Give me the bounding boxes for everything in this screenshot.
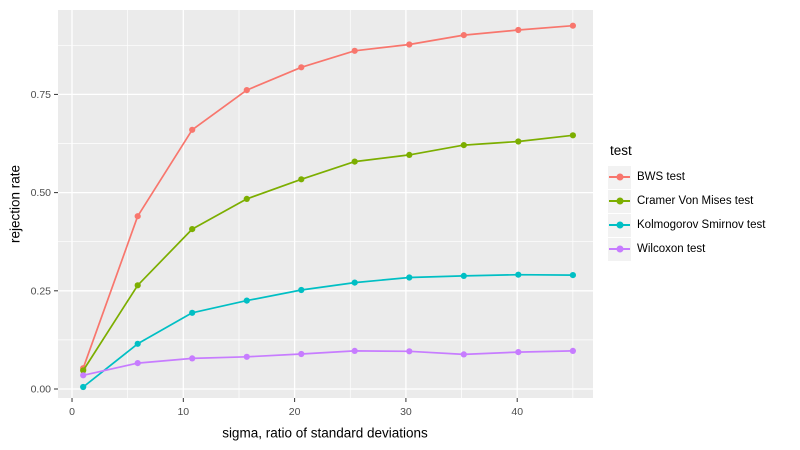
x-tick-label: 0 [69,406,75,418]
legend-key-swatch [608,237,631,261]
series-point-kolmogorov-smirnov-test [134,340,141,347]
legend: test BWS test Cramer Von Mises test Kolmog… [608,143,765,261]
series-point-bws-test [406,41,413,48]
series-point-cramer-von-mises-test [460,142,467,149]
series-point-cramer-von-mises-test [406,151,413,158]
series-point-kolmogorov-smirnov-test [80,383,87,391]
series-point-wilcoxon-test [351,347,358,354]
legend-item: Kolmogorov Smirnov test [608,213,765,237]
series-point-cramer-von-mises-test [134,282,141,289]
series-point-bws-test [134,213,141,220]
legend-item-label: BWS test [637,171,685,183]
series-point-cramer-von-mises-test [351,158,358,165]
series-line-kolmogorov-smirnov-test [82,273,574,388]
legend-item-label: Kolmogorov Smirnov test [637,219,766,231]
panel-background [58,10,593,398]
series-point-bws-test [189,126,196,133]
series-point-cramer-von-mises-test [243,195,250,202]
series-point-bws-test [515,26,522,34]
series-point-bws-test [569,22,577,29]
series-point-kolmogorov-smirnov-test [298,286,305,294]
x-tick-label: 40 [511,406,523,418]
series-point-kolmogorov-smirnov-test [569,272,577,279]
series-line-cramer-von-mises-test [82,134,574,372]
series-point-kolmogorov-smirnov-test [406,274,413,281]
y-axis-title: rejection rate [7,164,23,244]
x-tick-label: 30 [400,406,412,418]
y-tick-label: 0.50 [31,187,52,199]
series-point-bws-test [298,64,305,71]
series-point-kolmogorov-smirnov-test [351,279,358,286]
x-axis-title: sigma, ratio of standard deviations [222,425,428,441]
series-point-cramer-von-mises-test [569,132,577,139]
series-point-kolmogorov-smirnov-test [243,297,250,304]
legend-key-dot-icon [616,197,623,205]
series-point-wilcoxon-test [134,360,141,367]
series-point-wilcoxon-test [406,348,413,355]
legend-title: test [610,143,632,158]
series-point-kolmogorov-smirnov-test [515,271,522,278]
legend-key-swatch [608,165,631,189]
series-point-wilcoxon-test [243,353,250,360]
series-point-kolmogorov-smirnov-test [460,272,467,279]
legend-key-swatch [608,213,631,237]
legend-key-dot-icon [616,245,623,253]
series-line-wilcoxon-test [82,350,574,377]
series-line-bws-test [82,24,574,370]
legend-item-label: Cramer Von Mises test [637,195,754,207]
series-point-wilcoxon-test [189,355,196,362]
legend-key-dot-icon [616,173,623,181]
x-tick-label: 10 [177,406,189,418]
series-point-bws-test [243,87,250,94]
series-point-cramer-von-mises-test [515,138,522,145]
y-tick-label: 0.00 [31,384,52,396]
legend-item-label: Wilcoxon test [637,243,706,255]
legend-item: BWS test [608,165,765,189]
x-tick-label: 20 [289,406,301,418]
series-point-kolmogorov-smirnov-test [189,309,196,316]
series-point-cramer-von-mises-test [80,367,87,374]
series-point-wilcoxon-test [569,347,577,354]
series-point-cramer-von-mises-test [298,176,305,183]
series-point-cramer-von-mises-test [189,226,196,233]
series-point-wilcoxon-test [460,351,467,358]
y-tick-label: 0.25 [31,285,52,297]
legend-key-swatch [608,189,631,213]
legend-item: Wilcoxon test [608,237,765,261]
series-point-bws-test [460,31,467,39]
series-point-wilcoxon-test [298,350,305,358]
y-tick-label: 0.75 [31,89,52,101]
legend-item: Cramer Von Mises test [608,189,765,213]
series-point-bws-test [351,47,358,54]
legend-items: BWS test Cramer Von Mises test Kolmogorov … [608,165,765,261]
series-point-wilcoxon-test [515,349,522,356]
legend-key-dot-icon [616,221,623,229]
series-point-wilcoxon-test [80,372,87,379]
